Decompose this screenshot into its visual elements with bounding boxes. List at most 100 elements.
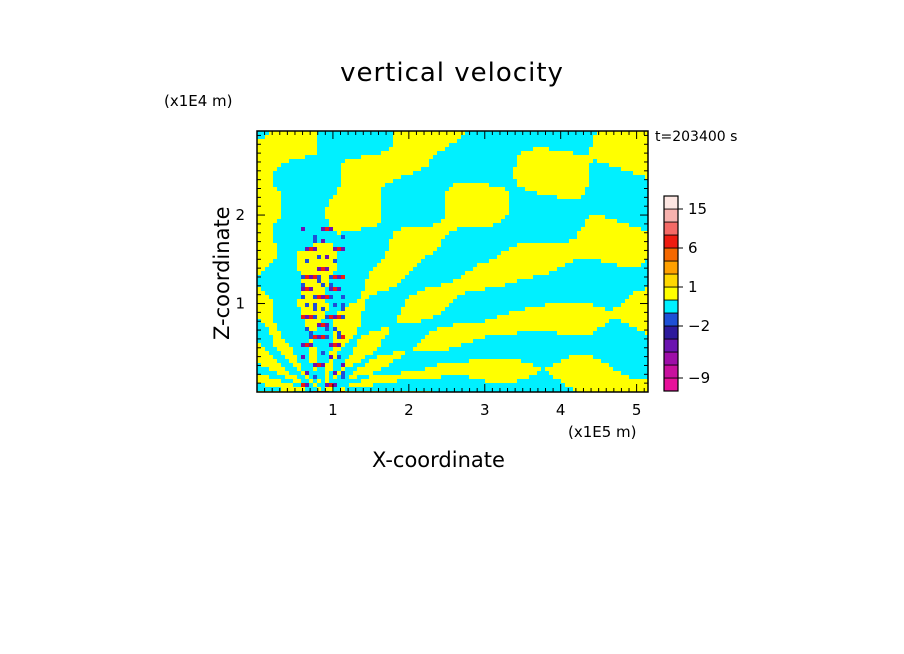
field-cell [469, 335, 473, 339]
field-cell [525, 311, 529, 315]
field-cell [437, 371, 441, 375]
field-cell [621, 155, 625, 159]
field-cell [545, 311, 549, 315]
field-cell [357, 227, 361, 231]
field-cell [481, 371, 485, 375]
field-cell [465, 191, 469, 195]
field-cell [621, 311, 625, 315]
field-cell [409, 151, 413, 155]
field-cell [425, 287, 429, 291]
field-cell [461, 191, 465, 195]
field-cell [573, 323, 577, 327]
field-cell [433, 147, 437, 151]
field-cell [417, 255, 421, 259]
field-cell [577, 163, 581, 167]
field-cell [321, 335, 325, 339]
field-cell [301, 303, 305, 307]
field-cell [437, 235, 441, 239]
field-cell [389, 247, 393, 251]
field-cell [337, 347, 341, 351]
field-cell [505, 271, 509, 275]
field-cell [533, 315, 537, 319]
field-cell [437, 135, 441, 139]
field-cell [289, 355, 293, 359]
field-cell [633, 255, 637, 259]
field-cell [485, 359, 489, 363]
field-cell [513, 259, 517, 263]
field-cell [477, 331, 481, 335]
field-cell [641, 319, 645, 323]
field-cell [405, 299, 409, 303]
field-cell [621, 315, 625, 319]
field-cell [585, 359, 589, 363]
field-cell [357, 179, 361, 183]
field-cell [513, 375, 517, 379]
field-cell [297, 251, 301, 255]
field-cell [565, 375, 569, 379]
field-cell [265, 295, 269, 299]
field-cell [429, 311, 433, 315]
field-cell [481, 359, 485, 363]
field-cell [585, 239, 589, 243]
field-cell [397, 231, 401, 235]
field-cell [501, 191, 505, 195]
field-cell [565, 367, 569, 371]
field-cell [313, 275, 317, 279]
field-cell [481, 327, 485, 331]
field-cell [593, 383, 597, 387]
field-cell [453, 215, 457, 219]
field-cell [529, 251, 533, 255]
field-cell [613, 131, 617, 135]
field-cell [525, 371, 529, 375]
field-cell [585, 255, 589, 259]
field-cell [613, 255, 617, 259]
field-cell [269, 171, 273, 175]
field-cell [397, 243, 401, 247]
field-cell [353, 331, 357, 335]
field-cell [329, 367, 333, 371]
field-cell [377, 271, 381, 275]
field-cell [509, 331, 513, 335]
field-cell [505, 371, 509, 375]
field-cell [465, 323, 469, 327]
field-cell [313, 299, 317, 303]
field-cell [357, 199, 361, 203]
field-cell [605, 387, 609, 391]
field-cell [433, 367, 437, 371]
field-cell [433, 371, 437, 375]
field-cell [277, 335, 281, 339]
field-cell [301, 147, 305, 151]
field-cell [381, 167, 385, 171]
field-cell [357, 315, 361, 319]
field-cell [589, 239, 593, 243]
field-cell [437, 223, 441, 227]
field-cell [501, 367, 505, 371]
field-cell [393, 375, 397, 379]
field-cell [485, 263, 489, 267]
field-cell [313, 283, 317, 287]
field-cell [601, 311, 605, 315]
field-cell [353, 167, 357, 171]
field-cell [481, 363, 485, 367]
field-cell [637, 311, 641, 315]
field-cell [265, 183, 269, 187]
field-cell [577, 303, 581, 307]
field-cell [281, 143, 285, 147]
field-cell [301, 275, 305, 279]
field-cell [265, 311, 269, 315]
field-cell [601, 379, 605, 383]
field-cell [601, 215, 605, 219]
field-cell [385, 379, 389, 383]
field-cell [529, 319, 533, 323]
field-cell [393, 283, 397, 287]
field-cell [537, 367, 541, 371]
field-cell [309, 131, 313, 135]
field-cell [261, 155, 265, 159]
field-cell [257, 227, 261, 231]
field-cell [441, 371, 445, 375]
field-cell [553, 327, 557, 331]
field-cell [529, 175, 533, 179]
field-cell [309, 339, 313, 343]
field-cell [449, 223, 453, 227]
field-cell [277, 367, 281, 371]
